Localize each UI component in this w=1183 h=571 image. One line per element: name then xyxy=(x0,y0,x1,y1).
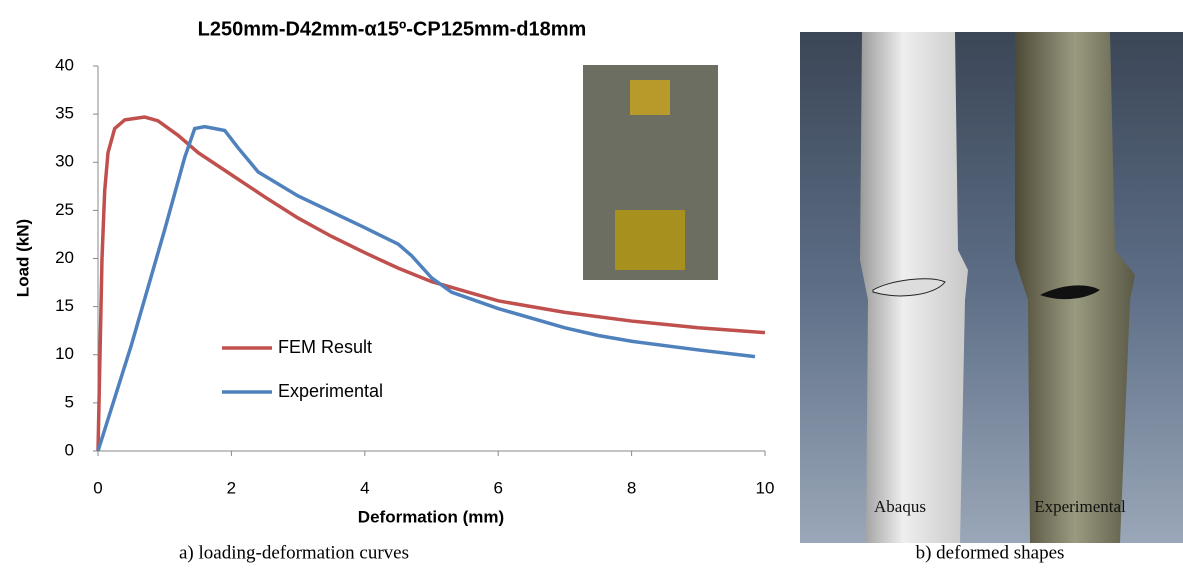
x-axis-title: Deformation (mm) xyxy=(358,507,504,526)
y-tick-label: 10 xyxy=(55,344,74,363)
image-label: Experimental xyxy=(1034,497,1126,516)
caption: b) deformed shapes xyxy=(916,542,1065,563)
figure: Abaqus Experimental a) loading-deformati… xyxy=(0,0,1183,566)
x-tick-label: 0 xyxy=(93,478,102,497)
y-tick-label: 30 xyxy=(55,152,74,171)
chart-title: L250mm-D42mm-α15º-CP125mm-d18mm xyxy=(198,18,587,40)
x-tick-label: 6 xyxy=(493,478,502,497)
y-tick-label: 20 xyxy=(55,248,74,267)
x-tick-label: 2 xyxy=(227,478,236,497)
x-tick-label: 4 xyxy=(360,478,369,497)
y-tick-label: 40 xyxy=(55,55,74,74)
legend-label: Experimental xyxy=(278,381,383,401)
x-tick-label: 10 xyxy=(756,478,775,497)
legend-label: FEM Result xyxy=(278,337,372,357)
inset-photo-part xyxy=(630,80,670,115)
y-axis-title: Load (kN) xyxy=(13,219,32,297)
y-tick-label: 15 xyxy=(55,296,74,315)
y-tick-label: 5 xyxy=(65,392,74,411)
y-tick-label: 0 xyxy=(65,440,74,459)
inset-photo-part xyxy=(615,210,685,270)
caption: a) loading-deformation curves xyxy=(179,542,409,563)
image-label: Abaqus xyxy=(874,497,926,516)
y-tick-label: 35 xyxy=(55,104,74,123)
x-tick-label: 8 xyxy=(627,478,636,497)
y-tick-label: 25 xyxy=(55,200,74,219)
